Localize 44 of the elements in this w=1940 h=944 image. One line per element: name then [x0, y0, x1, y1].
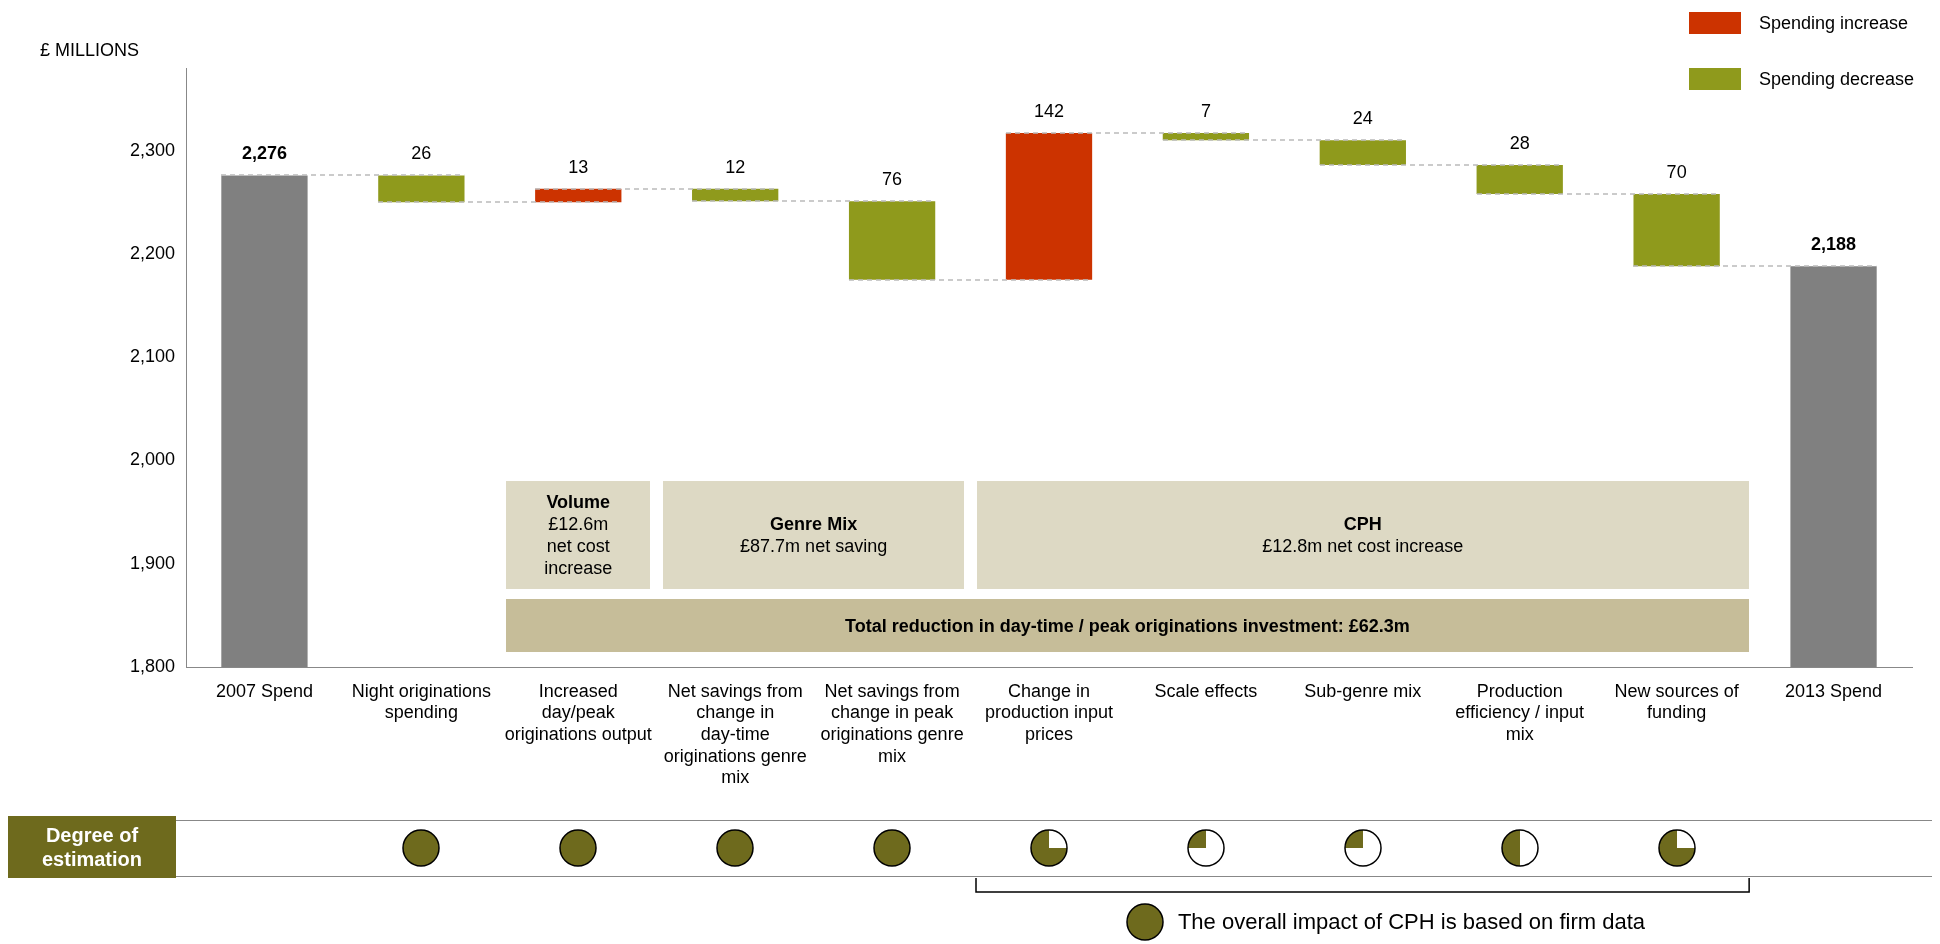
x-tick-label: New sources of funding: [1614, 680, 1740, 723]
y-tick-label: 2,200: [129, 242, 175, 263]
annotation: Total reduction in day-time / peak originations investment: £62.3m: [845, 614, 1410, 637]
text: Degree of estimation: [41, 823, 143, 871]
note-box: Genre Mix £87.7m net saving: [663, 481, 965, 590]
data-label: 24: [1352, 108, 1373, 129]
y-axis-title: £ MILLIONS: [40, 40, 140, 61]
annotation: £12.6m net cost increase: [543, 513, 614, 580]
x-tick-label: 2013 Spend: [1785, 680, 1883, 701]
data-label: 7: [1200, 101, 1211, 122]
legend-label: Spending increase: [1758, 12, 1908, 34]
y-tick-label: 1,900: [129, 552, 175, 573]
data-label: 28: [1509, 133, 1530, 154]
x-tick-label: Net savings from change in day-time originations genre mix: [663, 680, 807, 788]
note-box: Volume £12.6m net cost increase: [506, 481, 651, 590]
y-tick-label: 2,100: [129, 346, 175, 367]
data-label: 12: [725, 156, 746, 177]
data-label: 142: [1033, 101, 1065, 122]
text: The overall impact of CPH is based on firm data: [1177, 909, 1645, 935]
x-tick-label: Night originations spending: [351, 680, 491, 723]
data-label: 70: [1666, 161, 1687, 182]
data-label: 2,276: [241, 143, 287, 164]
note-box: CPH £12.8m net cost increase: [976, 481, 1749, 590]
x-tick-label: Net savings from change in peak originations genre mix: [820, 680, 964, 766]
x-tick-label: Change in production input prices: [984, 680, 1114, 744]
data-label: 26: [411, 143, 432, 164]
note-box: Total reduction in day-time / peak originations investment: £62.3m: [506, 599, 1749, 652]
legend-label: Spending decrease: [1758, 68, 1914, 90]
data-label: 76: [882, 169, 903, 190]
annotation: Genre Mix: [770, 513, 858, 536]
data-label: 2,188: [1811, 234, 1857, 255]
data-label: 13: [568, 156, 589, 177]
annotation: CPH: [1343, 513, 1382, 536]
y-tick-label: 2,000: [129, 449, 175, 470]
x-tick-label: Production efficiency / input mix: [1455, 680, 1585, 744]
x-tick-label: 2007 Spend: [215, 680, 313, 701]
x-tick-label: Increased day/peak originations output: [504, 680, 652, 744]
annotation: £12.8m net cost increase: [1262, 535, 1464, 558]
x-tick-label: Sub-genre mix: [1304, 680, 1422, 701]
annotation: £87.7m net saving: [740, 535, 888, 558]
annotation: Volume: [546, 491, 611, 514]
y-tick-label: 1,800: [129, 655, 175, 676]
y-tick-label: 2,300: [129, 139, 175, 160]
x-tick-label: Scale effects: [1154, 680, 1258, 701]
